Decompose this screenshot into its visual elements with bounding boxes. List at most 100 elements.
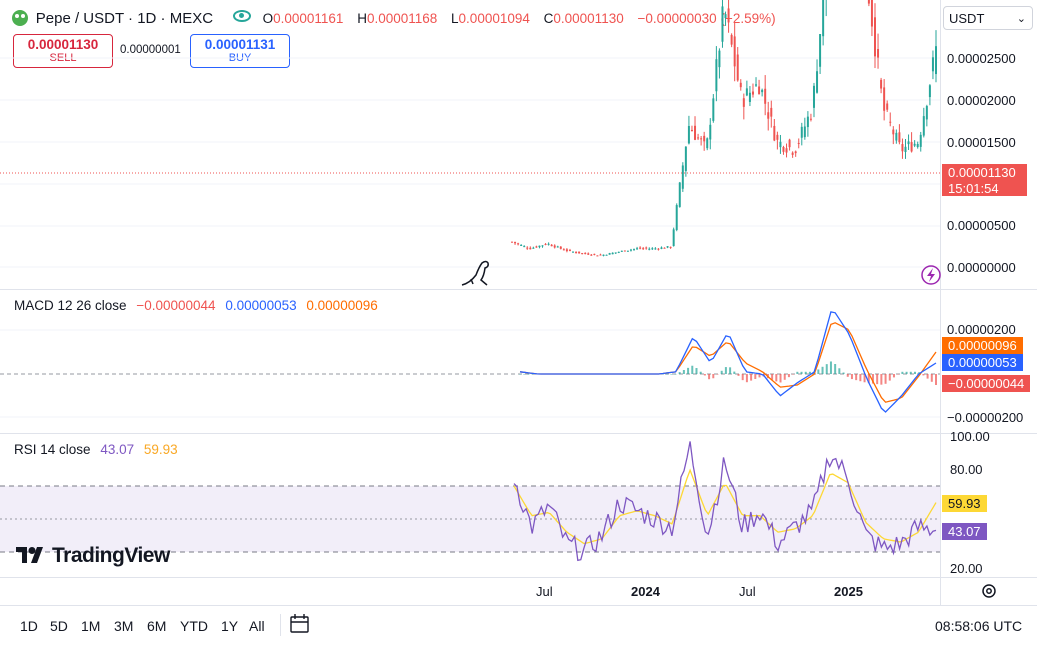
candle-body — [706, 138, 709, 149]
open-value: 0.00001161 — [273, 11, 344, 26]
candle-body — [687, 125, 690, 144]
visibility-eye-icon[interactable] — [232, 10, 251, 22]
macd-line-tag: 0.00000053 — [942, 354, 1023, 371]
macd-histogram-bar — [825, 364, 828, 374]
macd-histogram-bar — [787, 374, 790, 378]
calendar-icon[interactable] — [290, 614, 309, 633]
low-label: L — [451, 11, 459, 26]
candle-body — [788, 139, 791, 148]
price-tick-4: 0.00000000 — [947, 260, 1016, 275]
candle-body — [733, 36, 736, 67]
candle-body — [767, 112, 770, 119]
symbol-title[interactable]: Pepe / USDT · 1D · MEXC — [35, 10, 214, 27]
candle-body — [556, 246, 559, 248]
last-price-value: 0.00001130 — [948, 165, 1016, 180]
timeframe-1m[interactable]: 1M — [81, 618, 101, 634]
macd-histogram-bar — [666, 374, 669, 375]
candle-body — [913, 143, 916, 146]
currency-select[interactable]: USDT ⌄ — [943, 6, 1033, 30]
candle-body — [694, 125, 697, 140]
timeframe-1y[interactable]: 1Y — [221, 618, 239, 634]
candle-body — [590, 254, 593, 256]
rsi-title: RSI 14 close — [14, 442, 91, 457]
candle-body — [916, 143, 919, 148]
macd-histogram-bar — [758, 374, 761, 378]
candle-body — [745, 88, 748, 96]
candle-body — [648, 248, 651, 250]
candle-body — [886, 103, 889, 110]
candle-body — [931, 57, 934, 72]
price-tick-2: 0.00001500 — [947, 135, 1016, 150]
macd-histogram-bar — [519, 374, 521, 375]
candle-body — [626, 250, 629, 252]
candle-body — [642, 248, 645, 250]
utc-clock[interactable]: 08:58:06 UTC — [935, 618, 1023, 634]
candle-body — [751, 91, 754, 95]
close-label: C — [543, 11, 554, 26]
candle-body — [529, 247, 532, 250]
candle-body — [639, 247, 642, 249]
candle-body — [718, 50, 721, 68]
timeframe-5d[interactable]: 5D — [50, 618, 68, 634]
candle-body — [870, 0, 873, 27]
candle-body — [587, 253, 590, 255]
candle-body — [520, 244, 523, 246]
timeframe-3m[interactable]: 3M — [114, 618, 134, 634]
macd-histogram-bar — [829, 361, 832, 374]
candle-body — [785, 148, 788, 153]
macd-histogram-bar — [708, 374, 711, 380]
candle-body — [715, 59, 718, 92]
macd-histogram-bar — [888, 374, 891, 381]
macd-histogram-bar — [834, 364, 837, 374]
macd-histogram-bar — [913, 371, 916, 374]
candle-body — [575, 251, 578, 253]
macd-histogram-bar — [901, 371, 904, 374]
macd-histogram-bar — [796, 371, 799, 374]
candle-body — [532, 247, 535, 249]
candle-body — [514, 241, 517, 244]
macd-line-value: 0.00000053 — [225, 298, 297, 313]
candle-body — [742, 98, 745, 107]
candle-body — [697, 137, 700, 139]
macd-histogram-bar — [712, 374, 715, 379]
candle-body — [511, 241, 513, 243]
bar-countdown: 15:01:54 — [948, 181, 999, 196]
timeframe-all[interactable]: All — [249, 618, 265, 634]
candle-body — [675, 205, 678, 230]
candle-body — [562, 249, 565, 251]
candle-body — [782, 147, 785, 152]
tradingview-logo-icon — [16, 546, 48, 570]
macd-histogram-bar — [754, 374, 757, 379]
candle-body — [568, 249, 571, 251]
candle-body — [700, 138, 703, 140]
timeframe-1d[interactable]: 1D — [20, 618, 38, 634]
last-price-tag: 0.00001130 15:01:54 — [942, 164, 1027, 196]
candle-body — [922, 116, 925, 136]
candle-body — [654, 248, 657, 250]
change-value: −0.00000030 (−2.59%) — [637, 11, 776, 26]
macd-legend: MACD 12 26 close −0.00000044 0.00000053 … — [14, 298, 378, 313]
macd-histogram-bar — [724, 367, 727, 374]
candle-body — [620, 250, 623, 252]
rsi-ma-value: 59.93 — [143, 442, 178, 457]
candle-body — [800, 126, 803, 138]
macd-histogram-bar — [695, 368, 698, 374]
macd-histogram-bar — [897, 374, 900, 375]
lightning-icon[interactable] — [921, 265, 941, 285]
candle-body — [776, 134, 779, 140]
candle-body — [910, 142, 913, 152]
candle-body — [681, 165, 684, 189]
macd-histogram-bar — [531, 374, 534, 375]
candle-body — [593, 253, 596, 255]
candle-body — [565, 249, 568, 252]
timeframe-ytd[interactable]: YTD — [180, 618, 208, 634]
candle-body — [523, 246, 526, 248]
buy-button[interactable]: 0.00001131 BUY — [190, 34, 290, 68]
macd-histogram-bar — [703, 374, 706, 376]
timeframe-6m[interactable]: 6M — [147, 618, 167, 634]
time-label-1: 2024 — [631, 584, 660, 599]
candle-body — [678, 182, 681, 207]
dinosaur-icon[interactable] — [461, 260, 489, 286]
gear-icon[interactable] — [982, 584, 996, 598]
